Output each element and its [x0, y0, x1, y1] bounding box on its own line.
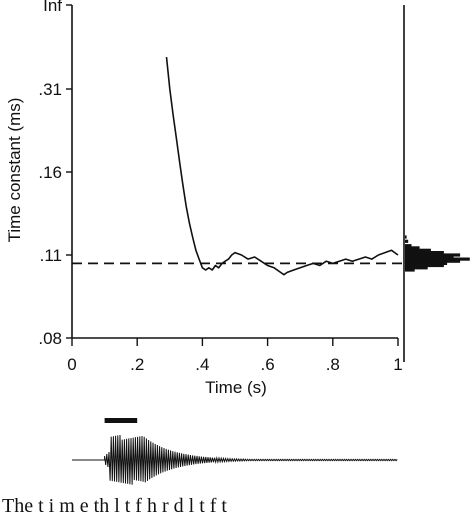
- x-tick-label: .6: [261, 355, 275, 374]
- histogram-bar: [405, 259, 461, 263]
- x-tick-label: 1: [393, 355, 402, 374]
- histogram-bar: [405, 244, 412, 248]
- x-tick-label: .8: [326, 355, 340, 374]
- histogram-bar: [405, 263, 444, 268]
- histogram: [405, 235, 470, 272]
- stimulus-trace: [72, 418, 398, 485]
- x-axis-title: Time (s): [205, 378, 267, 397]
- histogram-bar: [405, 268, 415, 272]
- axes: [71, 5, 405, 362]
- x-tick-label: .2: [130, 355, 144, 374]
- histogram-bar: [405, 235, 407, 239]
- x-tick-label: 0: [67, 355, 76, 374]
- histogram-bar: [405, 251, 444, 255]
- histogram-bar: [405, 261, 448, 265]
- y-tick-label: .16: [38, 163, 62, 182]
- stimulus-waveform: [72, 434, 398, 485]
- series: [72, 57, 410, 276]
- histogram-bar: [405, 257, 470, 261]
- histogram-bar: [405, 246, 420, 250]
- histogram-bar: [405, 253, 461, 257]
- stimulus-bar: [104, 418, 138, 423]
- y-tick-label: .11: [40, 246, 62, 265]
- y-tick-label: .08: [38, 329, 62, 348]
- y-tick-label: Inf: [43, 0, 62, 15]
- histogram-bar: [405, 239, 409, 243]
- caption: The t i m e th l t f h r d l t f t: [2, 495, 227, 517]
- histogram-bar: [405, 248, 431, 252]
- ticks: Inf .31 .16 .11 .08 0 .2 .4 .6 .8 1: [38, 0, 402, 374]
- histogram-bar: [405, 255, 454, 259]
- histogram-bar: [405, 266, 428, 270]
- y-tick-label: .31: [38, 80, 62, 99]
- y-axis-title: Time constant (ms): [5, 98, 24, 243]
- series-line: [165, 57, 399, 276]
- x-tick-label: .4: [195, 355, 209, 374]
